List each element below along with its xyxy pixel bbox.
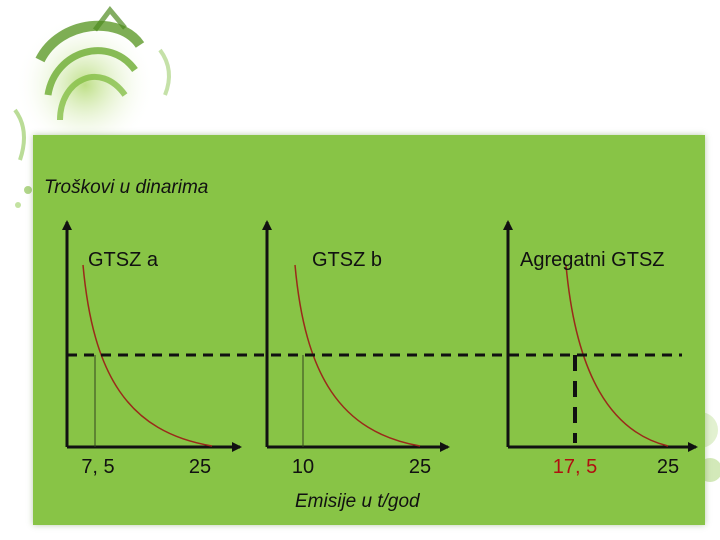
x-axis-label: Emisije u t/god [295, 491, 421, 512]
tick-label-1-1: 7, 5 [81, 456, 114, 478]
cost-curve-1 [82, 264, 213, 447]
tick-label-3-2: 25 [657, 456, 679, 478]
panel-title-1: GTSZ a [88, 249, 159, 271]
panel-title-3: Agregatni GTSZ [520, 249, 665, 271]
panel-title-2: GTSZ b [312, 249, 382, 271]
cost-curve-3 [565, 264, 669, 447]
tick-label-1-2: 25 [189, 456, 211, 478]
y-axis-label: Troškovi u dinarima [44, 177, 208, 198]
chart-marks: GTSZ a 7, 5 25 GTSZ b 10 25 Agregatni GTSZ 17, … [62, 220, 698, 478]
tick-label-3-1: 17, 5 [553, 456, 597, 478]
cost-curve-2 [294, 264, 421, 447]
chart-panel-background [33, 135, 705, 525]
tick-label-2-2: 25 [409, 456, 431, 478]
tick-label-2-1: 10 [292, 456, 314, 478]
